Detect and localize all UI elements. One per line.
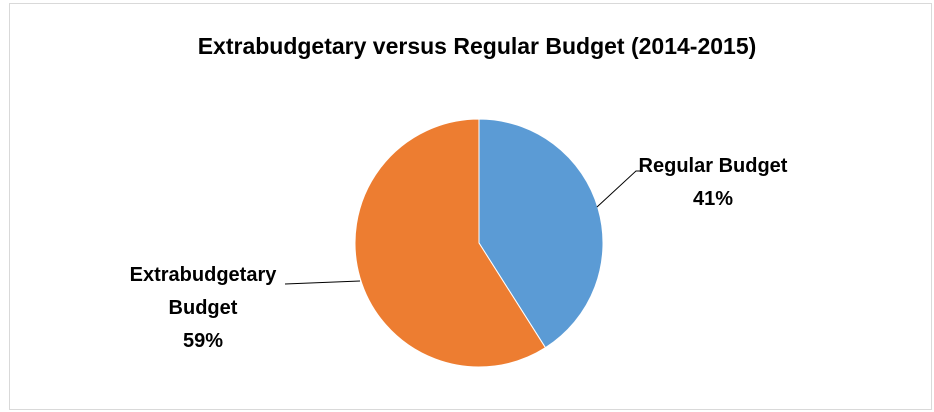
leader-line <box>596 170 643 208</box>
slice-label-regular-budget: Regular Budget 41% <box>596 155 788 210</box>
slice-label-line: 59% <box>183 330 223 352</box>
chart-title: Extrabudgetary versus Regular Budget (20… <box>198 33 757 59</box>
pie-slice-extrabudgetary-budget <box>354 118 547 368</box>
pie-slices <box>354 118 604 368</box>
slice-label-line: Regular Budget <box>639 155 788 177</box>
slice-label-line: Extrabudgetary <box>130 264 278 286</box>
pie-slice-regular-budget <box>478 118 604 349</box>
slice-label-extrabudgetary-budget: Extrabudgetary Budget 59% <box>130 264 361 352</box>
slice-label-line: Budget <box>169 297 238 319</box>
slice-label-line: 41% <box>693 188 733 210</box>
leader-line <box>284 280 361 285</box>
